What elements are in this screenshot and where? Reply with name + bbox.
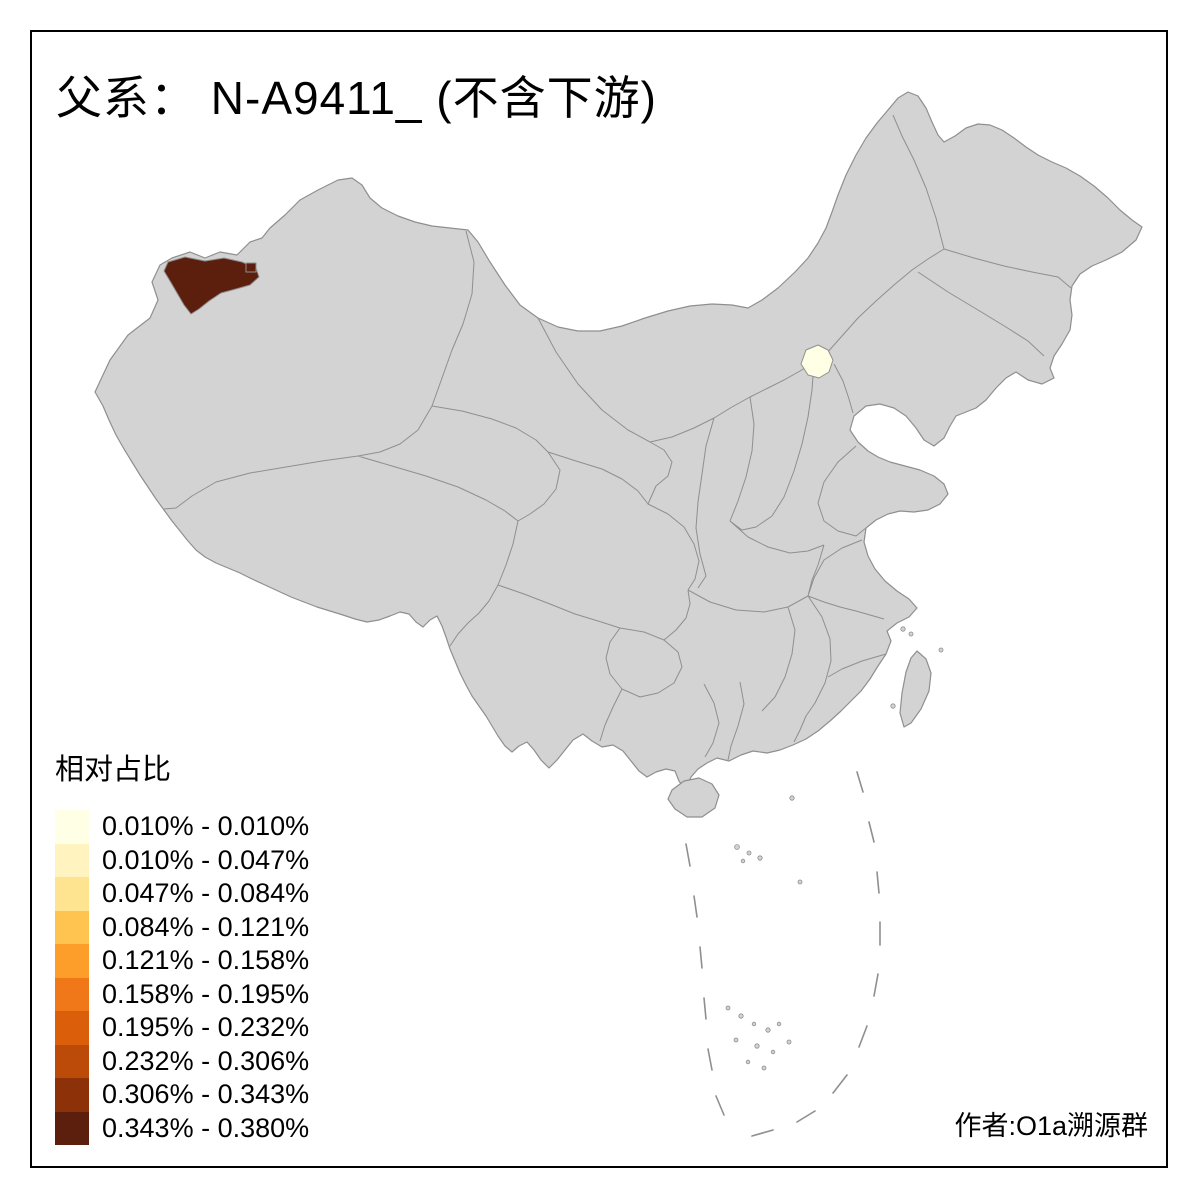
legend-label: 0.306% - 0.343% xyxy=(102,1079,310,1110)
legend-label: 0.121% - 0.158% xyxy=(102,945,310,976)
legend-swatch xyxy=(55,843,89,877)
plot-frame xyxy=(30,30,1168,1168)
author-credit: 作者:O1a溯源群 xyxy=(954,1111,1148,1141)
legend-label: 0.158% - 0.195% xyxy=(102,978,310,1009)
hainan-island xyxy=(667,777,720,818)
legend-swatch xyxy=(55,1011,89,1045)
mainland-outline xyxy=(94,91,1143,790)
legend-label: 0.084% - 0.121% xyxy=(102,911,310,942)
legend-item: 0.195% - 0.232% xyxy=(55,1011,309,1045)
legend-swatch xyxy=(55,1111,89,1145)
legend-swatch xyxy=(55,944,89,978)
legend-label: 0.232% - 0.306% xyxy=(102,1045,310,1076)
legend-swatch xyxy=(55,810,89,844)
legend-item: 0.232% - 0.306% xyxy=(55,1044,310,1078)
legend-label: 0.010% - 0.047% xyxy=(102,844,310,875)
legend-label: 0.343% - 0.380% xyxy=(102,1112,310,1143)
legend-swatch xyxy=(55,1078,89,1112)
nine-dash-line xyxy=(685,771,881,1137)
legend-swatch xyxy=(55,977,89,1011)
region-west-xinjiang-dark xyxy=(163,256,260,315)
legend-item: 0.010% - 0.010% xyxy=(55,810,309,844)
legend-item: 0.121% - 0.158% xyxy=(55,944,309,978)
plot-title: 父系： N-A9411_ (不含下游) xyxy=(56,72,657,124)
legend: 相对占比 0.010% - 0.010% 0.010% - 0.047% 0.0… xyxy=(55,746,309,1145)
legend-label: 0.010% - 0.010% xyxy=(102,811,310,842)
legend-item: 0.010% - 0.047% xyxy=(55,843,310,877)
province-borders xyxy=(163,114,1072,761)
legend-item: 0.084% - 0.121% xyxy=(55,910,310,944)
legend-item: 0.047% - 0.084% xyxy=(55,877,309,911)
legend-title: 相对占比 xyxy=(55,754,172,786)
legend-item: 0.306% - 0.343% xyxy=(55,1078,309,1112)
legend-item: 0.158% - 0.195% xyxy=(55,977,310,1011)
taiwan-island xyxy=(899,650,932,728)
legend-label: 0.047% - 0.084% xyxy=(102,878,310,909)
legend-item: 0.343% - 0.380% xyxy=(55,1111,310,1145)
small-islands xyxy=(725,626,944,1071)
legend-label: 0.195% - 0.232% xyxy=(102,1012,310,1043)
legend-swatch xyxy=(55,910,89,944)
region-west-xinjiang-dark-exclave xyxy=(245,262,257,273)
legend-swatch xyxy=(55,1044,89,1078)
legend-swatch xyxy=(55,877,89,911)
region-beijing-light xyxy=(800,344,834,379)
